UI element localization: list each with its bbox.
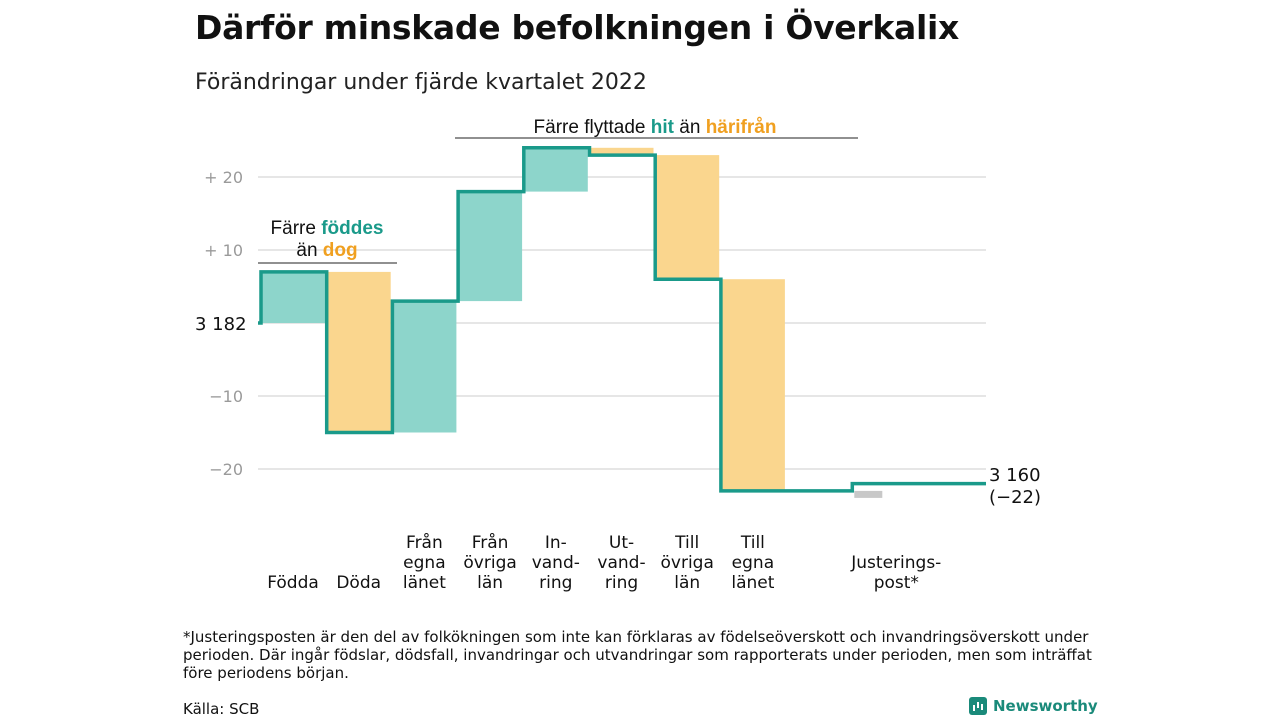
category-label: ring: [605, 573, 638, 593]
annotations: Färre föddes än dog Färre flyttade hit ä…: [258, 117, 858, 264]
bar-7: [720, 279, 785, 491]
bar-4: [523, 147, 588, 192]
category-label: Från: [472, 532, 509, 553]
y-tick-label: −20: [209, 460, 243, 479]
end-value-label: 3 160: [989, 465, 1041, 486]
bar-2: [392, 301, 457, 433]
category-label: vand-: [532, 553, 580, 573]
category-label: Födda: [267, 573, 319, 593]
category-label: Till: [674, 533, 699, 553]
brand-logo: Newsworthy: [969, 697, 1098, 715]
category-label: länet: [403, 573, 446, 593]
category-label: Till: [740, 533, 765, 553]
chart-title: Därför minskade befolkningen i Överkalix: [195, 8, 959, 47]
bar-0: [261, 271, 325, 323]
category-label: Justerings-: [850, 553, 941, 573]
category-label: län: [674, 573, 700, 593]
category-label: Ut-: [609, 533, 634, 553]
moves-annotation: Färre flyttade hit än härifrån: [534, 117, 777, 138]
category-label: övriga: [661, 553, 714, 573]
bar-1: [326, 271, 391, 433]
cumulative-step-line: [258, 146, 986, 493]
category-label: ring: [539, 573, 572, 593]
category-label: egna: [732, 553, 774, 573]
y-tick-label: + 20: [204, 168, 243, 187]
category-label: egna: [403, 553, 445, 573]
footnote: *Justeringsposten är den del av folkökni…: [183, 628, 1092, 682]
bar-3: [458, 191, 523, 302]
category-label: In-: [545, 533, 567, 553]
category-label: Från: [406, 532, 443, 553]
bar-5: [589, 147, 654, 156]
bars: [261, 147, 883, 498]
category-label: länet: [731, 573, 774, 593]
category-label: post*: [874, 573, 919, 593]
category-label: vand-: [597, 553, 645, 573]
source-label: Källa: SCB: [183, 700, 260, 718]
chart-subtitle: Förändringar under fjärde kvartalet 2022: [195, 70, 647, 95]
bar-6: [655, 155, 720, 280]
births-annotation-line2: än dog: [296, 240, 357, 261]
category-label: övriga: [463, 553, 516, 573]
category-label: län: [477, 573, 503, 593]
category-labels: Födda DödaFrånegnalänetFrånövrigalänIn-va…: [267, 532, 941, 593]
bar-9: [854, 490, 883, 498]
brand-name: Newsworthy: [993, 697, 1098, 715]
start-value-label: 3 182: [195, 314, 247, 335]
end-change-label: (−22): [989, 487, 1041, 508]
y-tick-label: + 10: [204, 241, 243, 260]
y-tick-label: −10: [209, 387, 243, 406]
y-axis-ticks: −20 −10 + 10 + 20: [204, 168, 243, 479]
births-annotation-line1: Färre föddes: [271, 218, 384, 239]
newsworthy-logo-icon: [969, 697, 987, 715]
category-label: Döda: [336, 573, 381, 593]
